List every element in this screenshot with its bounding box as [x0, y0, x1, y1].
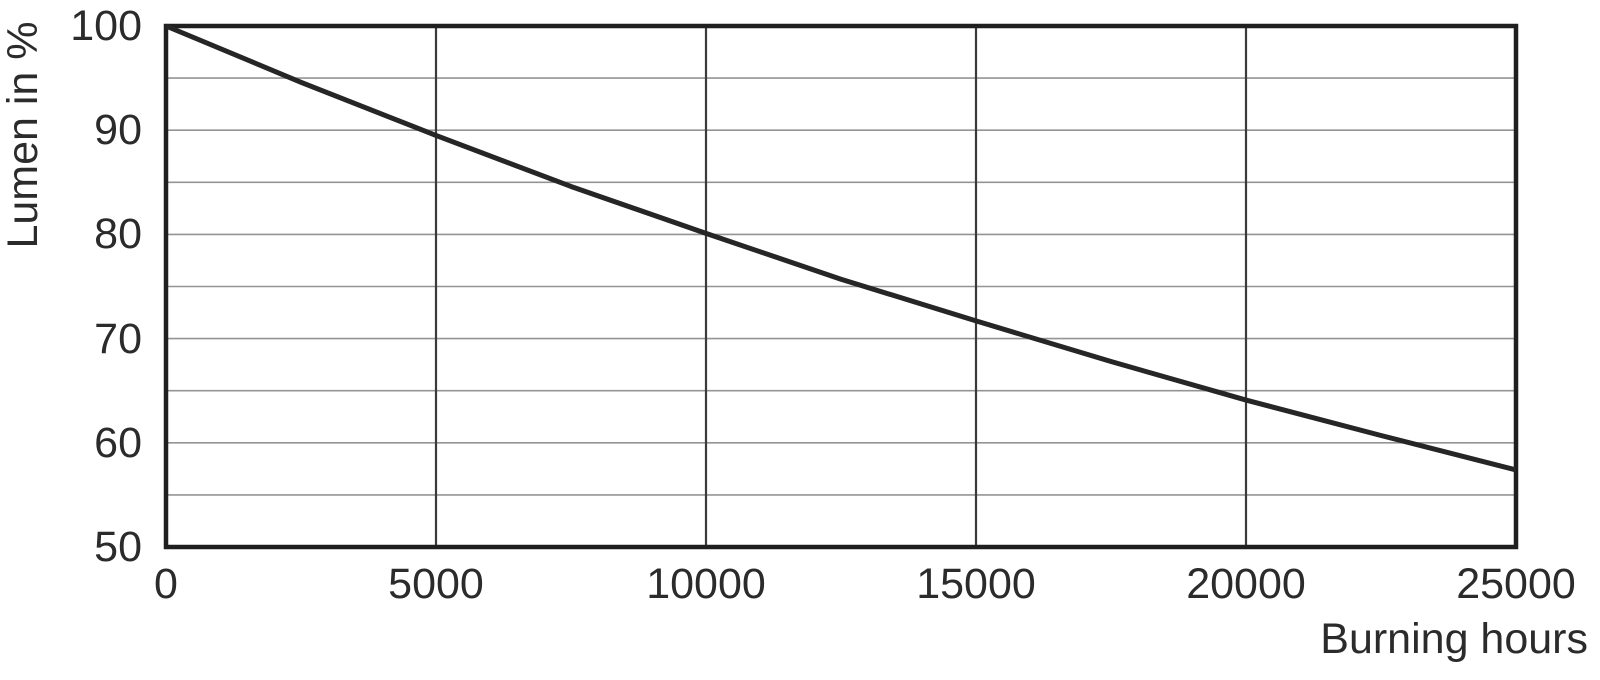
y-tick-label: 80	[94, 210, 142, 259]
x-axis-title: Burning hours	[1320, 615, 1588, 663]
y-tick-label: 50	[94, 523, 142, 571]
x-tick-label: 10000	[646, 560, 766, 608]
y-tick-label: 90	[94, 106, 142, 155]
x-tick-label: 5000	[388, 560, 484, 608]
y-tick-label: 70	[94, 314, 142, 363]
x-tick-label: 0	[154, 560, 178, 608]
x-tick-label: 25000	[1456, 560, 1576, 608]
lumen-maintenance-curve	[165, 23, 1517, 473]
plot-frame	[163, 23, 1519, 550]
y-tick-label: 60	[94, 418, 142, 467]
y-tick-label: 100	[70, 2, 142, 50]
x-tick-label: 20000	[1186, 560, 1306, 608]
x-tick-label: 15000	[916, 560, 1036, 608]
